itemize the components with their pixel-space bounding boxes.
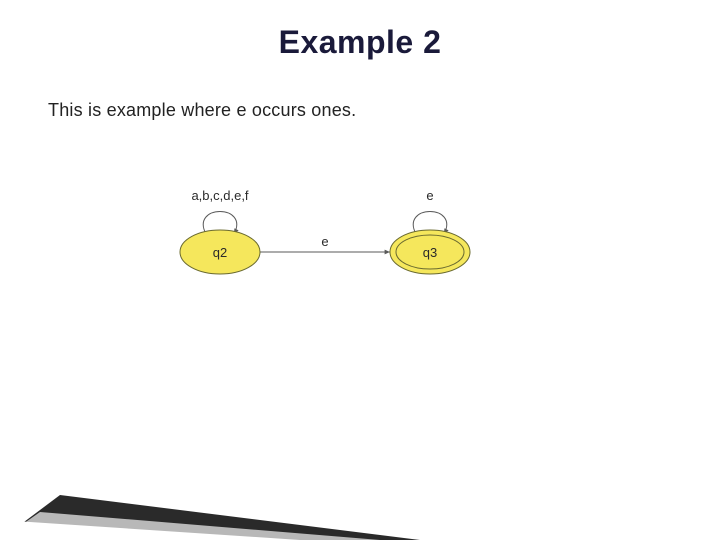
slide: Example 2 This is example where e occurs… (0, 0, 720, 540)
automaton-diagram: e a,b,c,d,e,f e q2 q3 (130, 160, 500, 300)
selfloop-label: a,b,c,d,e,f (191, 188, 248, 203)
state-label-q3: q3 (423, 245, 437, 260)
diagram-svg: e a,b,c,d,e,f e q2 q3 (130, 160, 500, 300)
selfloop-label: e (426, 188, 433, 203)
decor-tri-2 (0, 512, 380, 540)
decor-tri-1 (0, 495, 420, 540)
decor-tri-3 (0, 520, 300, 540)
slide-subtitle: This is example where e occurs ones. (48, 100, 356, 121)
edge-label: e (321, 234, 328, 249)
slide-decor (0, 440, 720, 540)
state-label-q2: q2 (213, 245, 227, 260)
slide-title: Example 2 (0, 24, 720, 61)
